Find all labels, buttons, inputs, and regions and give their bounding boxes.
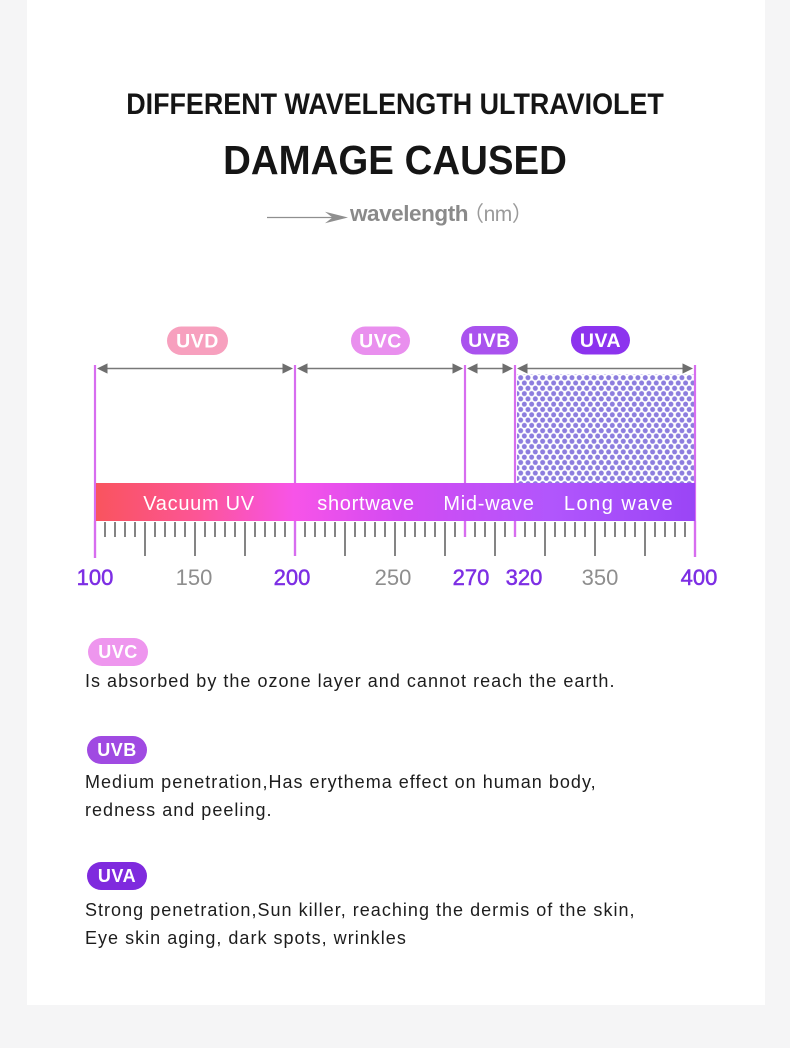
svg-text:Vacuum UV: Vacuum UV (143, 493, 255, 515)
svg-text:UVA: UVA (580, 330, 621, 352)
svg-text:350: 350 (582, 565, 619, 590)
svg-text:150: 150 (176, 565, 213, 590)
svg-text:UVD: UVD (176, 331, 219, 353)
svg-text:Long wave: Long wave (564, 493, 674, 515)
svg-text:Mid-wave: Mid-wave (443, 493, 534, 515)
svg-text:320: 320 (506, 565, 543, 590)
svg-text:UVC: UVC (359, 331, 402, 353)
svg-text:shortwave: shortwave (317, 493, 414, 515)
svg-text:100: 100 (77, 565, 114, 590)
svg-text:200: 200 (274, 565, 311, 590)
svg-text:250: 250 (375, 565, 412, 590)
svg-text:270: 270 (453, 565, 490, 590)
svg-text:UVB: UVB (468, 330, 511, 352)
svg-text:400: 400 (681, 565, 718, 590)
